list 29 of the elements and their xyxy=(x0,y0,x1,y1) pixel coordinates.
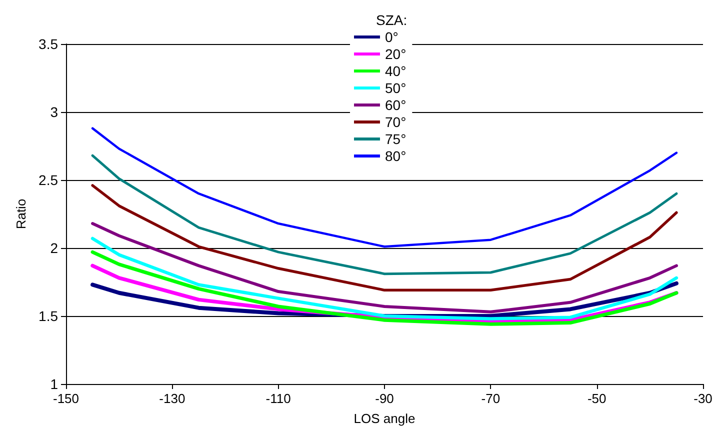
x-tick-label: -30 xyxy=(694,391,712,406)
y-tick-label: 2 xyxy=(50,240,58,256)
line-series xyxy=(90,250,678,326)
y-tick-label: 3.5 xyxy=(38,36,58,52)
x-tick-label: -50 xyxy=(587,391,606,406)
line-series xyxy=(91,222,678,314)
legend-label: 0° xyxy=(385,29,398,45)
x-tick-label: -150 xyxy=(52,391,80,406)
y-tick-label: 1.5 xyxy=(38,308,58,324)
legend-label: 80° xyxy=(385,148,406,164)
legend-label: 20° xyxy=(385,46,406,62)
legend-label: 40° xyxy=(385,63,406,79)
y-tick-label: 3 xyxy=(50,104,58,120)
y-tick-label: 1 xyxy=(50,376,58,392)
legend-label: 70° xyxy=(385,114,406,130)
x-tick-label: -130 xyxy=(159,391,186,406)
x-tick-label: -90 xyxy=(375,391,394,406)
legend-title: SZA: xyxy=(376,12,408,28)
x-tick-label: -70 xyxy=(481,391,500,406)
legend-label: 60° xyxy=(385,97,406,113)
y-axis-title: Ratio xyxy=(14,198,29,230)
line-series xyxy=(91,127,678,248)
line-series xyxy=(90,236,678,320)
legend-label: 50° xyxy=(385,80,406,96)
x-tick-label: -110 xyxy=(266,391,291,406)
legend-label: 75° xyxy=(385,131,406,147)
line-series xyxy=(91,184,678,292)
y-tick-label: 2.5 xyxy=(38,172,58,188)
x-axis-title: LOS angle xyxy=(354,411,416,426)
